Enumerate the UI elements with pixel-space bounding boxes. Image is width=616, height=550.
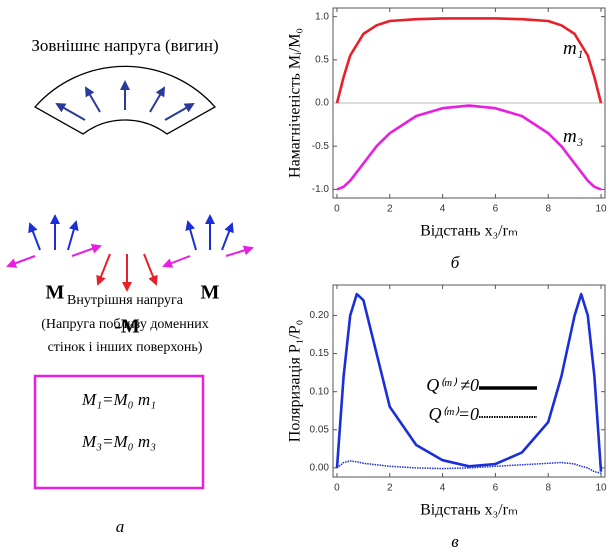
panel-label: б	[451, 253, 460, 272]
legend-label: Q⁽ᵐ⁾=0	[429, 404, 480, 424]
y-tick-label: 0.15	[310, 348, 330, 359]
y-tick-label: 0.10	[310, 386, 330, 397]
legend-label: Q⁽ᵐ⁾ ≠0	[426, 375, 479, 395]
moment-label: -M	[114, 316, 140, 338]
x-axis-label: Відстань x₃/rₘ	[420, 502, 518, 519]
series-line	[335, 292, 603, 472]
y-tick-label: 0.5	[315, 54, 329, 65]
x-axis-label: Відстань x₃/rₘ	[420, 223, 518, 240]
panel-label: в	[451, 532, 459, 550]
y-tick-label: -1.0	[312, 184, 330, 195]
internal-text: Внутрішня напруга	[67, 293, 184, 308]
x-tick-label: 4	[440, 204, 446, 215]
equation: M₃=M₀ m₃	[81, 432, 156, 451]
series-label: m₃	[563, 126, 583, 147]
x-tick-label: 6	[493, 483, 499, 494]
series-line	[336, 104, 602, 191]
x-tick-label: 2	[387, 204, 393, 215]
moment-label: M	[201, 282, 220, 304]
y-tick-label: 0.00	[310, 462, 330, 473]
x-tick-label: 2	[387, 483, 393, 494]
plot-frame	[332, 284, 606, 478]
y-tick-label: 1.0	[315, 11, 329, 22]
diagram: Зовнішнє напруга (вигин) M -M M В	[6, 36, 254, 536]
y-tick-label: 0.05	[310, 424, 330, 435]
y-tick-label: 0.0	[315, 98, 329, 109]
y-tick-label: -0.5	[312, 141, 330, 152]
x-tick-label: 0	[334, 483, 340, 494]
x-tick-label: 10	[595, 483, 607, 494]
y-axis-label: Поляризація P₁/P₀	[287, 320, 304, 442]
x-tick-label: 10	[595, 204, 607, 215]
series-line	[335, 17, 603, 104]
panel-label: а	[116, 517, 125, 536]
y-tick-label: 0.20	[310, 310, 330, 321]
stress-arrows	[55, 80, 195, 121]
equation-box	[33, 374, 205, 490]
series-label: m₁	[563, 38, 583, 59]
internal-text: стінок і інших поверхонь)	[48, 340, 203, 355]
equation: M₁=M₀ m₁	[81, 390, 156, 409]
x-tick-label: 4	[440, 483, 446, 494]
diagram-title: Зовнішнє напруга (вигин)	[31, 36, 218, 55]
bent-sector	[33, 65, 217, 135]
internal-text: (Напруга поблизу доменних	[41, 317, 208, 332]
y-axis-label: Намагніченість Mᵢ/M₀	[287, 28, 304, 178]
x-tick-label: 6	[493, 204, 499, 215]
moment-arrows	[6, 214, 254, 292]
x-tick-label: 8	[545, 483, 551, 494]
x-tick-label: 0	[334, 204, 340, 215]
moment-label: M	[46, 282, 65, 304]
x-tick-label: 8	[545, 204, 551, 215]
